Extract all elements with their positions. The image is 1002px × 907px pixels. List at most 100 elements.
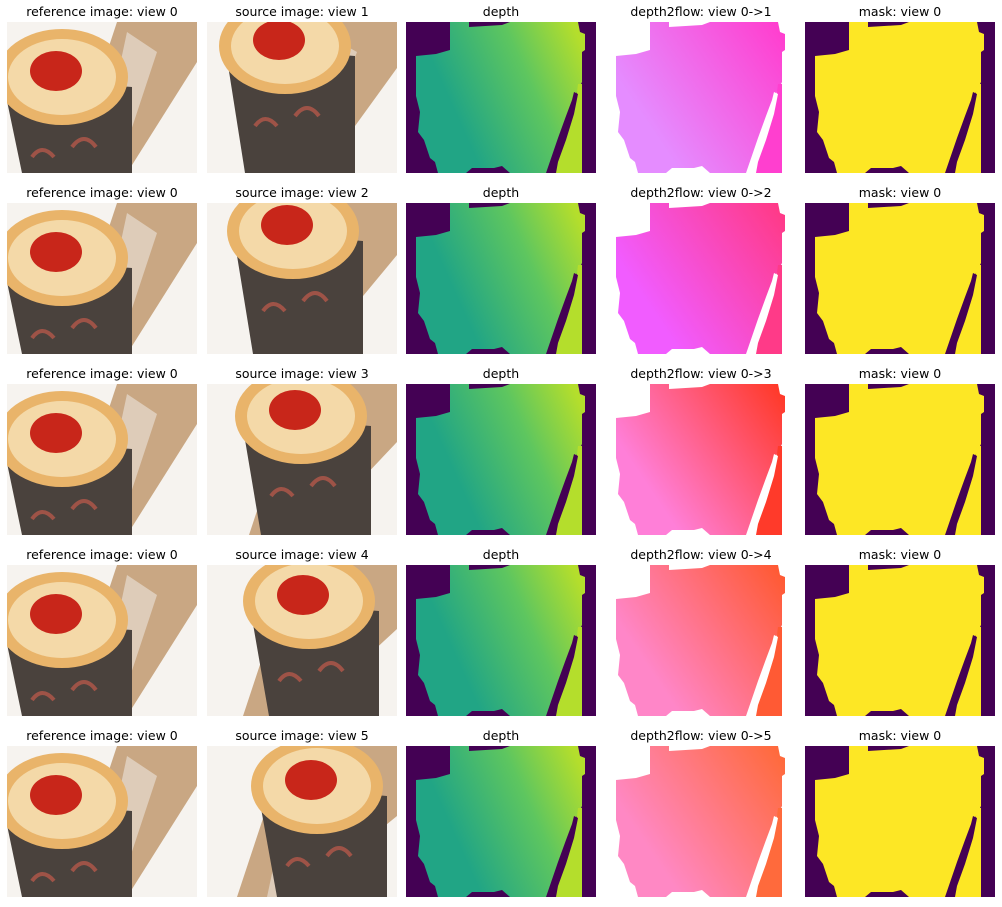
subplot-cell: source image: view 3 — [207, 366, 397, 535]
subplot-cell: depth2flow: view 0->3 — [606, 366, 796, 535]
mask-panel-image — [805, 384, 995, 535]
mask-panel — [805, 22, 995, 173]
subplot-cell: depth2flow: view 0->4 — [606, 547, 796, 716]
subplot-title: source image: view 2 — [235, 185, 369, 200]
reference-image-panel-image — [7, 384, 197, 535]
depth-panel-image — [406, 746, 596, 897]
subplot-cell: reference image: view 0 — [7, 728, 197, 897]
mask-panel-image — [805, 22, 995, 173]
reference-image-panel-image — [7, 22, 197, 173]
reference-image-panel — [7, 22, 197, 173]
depth-panel-image — [406, 384, 596, 535]
source-image-panel — [207, 565, 397, 716]
subplot-title: depth — [482, 728, 520, 743]
subplot-cell: reference image: view 0 — [7, 4, 197, 173]
depth-panel — [406, 565, 596, 716]
mask-panel — [805, 746, 995, 897]
depth2flow-panel-image — [606, 746, 796, 897]
subplot-cell: mask: view 0 — [805, 366, 995, 535]
subplot-cell: depth — [406, 185, 596, 354]
reference-image-panel-image — [7, 203, 197, 354]
subplot-title: depth2flow: view 0->2 — [630, 185, 772, 200]
subplot-cell: source image: view 2 — [207, 185, 397, 354]
mask-panel — [805, 384, 995, 535]
reference-image-panel — [7, 746, 197, 897]
depth2flow-panel-image — [606, 565, 796, 716]
reference-image-panel-image — [7, 746, 197, 897]
mask-panel-image — [805, 565, 995, 716]
subplot-title: reference image: view 0 — [26, 547, 178, 562]
subplot-title: source image: view 4 — [235, 547, 369, 562]
subplot-cell: depth2flow: view 0->1 — [606, 4, 796, 173]
subplot-title: source image: view 1 — [235, 4, 369, 19]
subplot-cell: mask: view 0 — [805, 547, 995, 716]
subplot-cell: reference image: view 0 — [7, 185, 197, 354]
depth2flow-panel-image — [606, 384, 796, 535]
source-image-panel-image — [207, 203, 397, 354]
subplot-cell: source image: view 5 — [207, 728, 397, 897]
mask-panel-image — [805, 746, 995, 897]
subplot-title: reference image: view 0 — [26, 366, 178, 381]
reference-image-panel-image — [7, 565, 197, 716]
reference-image-panel — [7, 203, 197, 354]
subplot-title: mask: view 0 — [858, 185, 942, 200]
subplot-title: reference image: view 0 — [26, 185, 178, 200]
source-image-panel — [207, 22, 397, 173]
subplot-title: mask: view 0 — [858, 4, 942, 19]
subplot-cell: source image: view 1 — [207, 4, 397, 173]
subplot-title: depth2flow: view 0->1 — [630, 4, 772, 19]
subplot-title: depth2flow: view 0->3 — [630, 366, 772, 381]
subplot-title: depth2flow: view 0->5 — [630, 728, 772, 743]
depth-panel-image — [406, 565, 596, 716]
subplot-title: depth — [482, 4, 520, 19]
subplot-cell: depth — [406, 728, 596, 897]
subplot-title: source image: view 5 — [235, 728, 369, 743]
subplot-title: source image: view 3 — [235, 366, 369, 381]
reference-image-panel — [7, 565, 197, 716]
subplot-cell: depth2flow: view 0->5 — [606, 728, 796, 897]
subplot-title: depth — [482, 547, 520, 562]
subplot-cell: reference image: view 0 — [7, 547, 197, 716]
depth2flow-panel-image — [606, 22, 796, 173]
depth-panel-image — [406, 203, 596, 354]
subplot-cell: reference image: view 0 — [7, 366, 197, 535]
subplot-cell: depth2flow: view 0->2 — [606, 185, 796, 354]
depth-panel — [406, 746, 596, 897]
depth2flow-panel — [606, 746, 796, 897]
depth2flow-panel — [606, 384, 796, 535]
subplot-cell: mask: view 0 — [805, 728, 995, 897]
subplot-title: depth — [482, 185, 520, 200]
subplot-cell: depth — [406, 547, 596, 716]
source-image-panel-image — [207, 384, 397, 535]
source-image-panel-image — [207, 565, 397, 716]
depth2flow-panel — [606, 22, 796, 173]
subplot-title: mask: view 0 — [858, 728, 942, 743]
mask-panel — [805, 203, 995, 354]
depth-panel-image — [406, 22, 596, 173]
mask-panel — [805, 565, 995, 716]
subplot-cell: depth — [406, 4, 596, 173]
depth2flow-panel — [606, 565, 796, 716]
depth-panel — [406, 22, 596, 173]
subplot-cell: depth — [406, 366, 596, 535]
depth2flow-panel — [606, 203, 796, 354]
source-image-panel — [207, 384, 397, 535]
source-image-panel-image — [207, 746, 397, 897]
subplot-title: mask: view 0 — [858, 547, 942, 562]
subplot-title: depth — [482, 366, 520, 381]
subplot-cell: mask: view 0 — [805, 4, 995, 173]
subplot-cell: mask: view 0 — [805, 185, 995, 354]
subplot-title: reference image: view 0 — [26, 4, 178, 19]
depth-panel — [406, 203, 596, 354]
source-image-panel — [207, 746, 397, 897]
subplot-title: reference image: view 0 — [26, 728, 178, 743]
source-image-panel — [207, 203, 397, 354]
subplot-title: mask: view 0 — [858, 366, 942, 381]
reference-image-panel — [7, 384, 197, 535]
subplot-cell: source image: view 4 — [207, 547, 397, 716]
source-image-panel-image — [207, 22, 397, 173]
depth-panel — [406, 384, 596, 535]
mask-panel-image — [805, 203, 995, 354]
depth2flow-panel-image — [606, 203, 796, 354]
subplot-title: depth2flow: view 0->4 — [630, 547, 772, 562]
